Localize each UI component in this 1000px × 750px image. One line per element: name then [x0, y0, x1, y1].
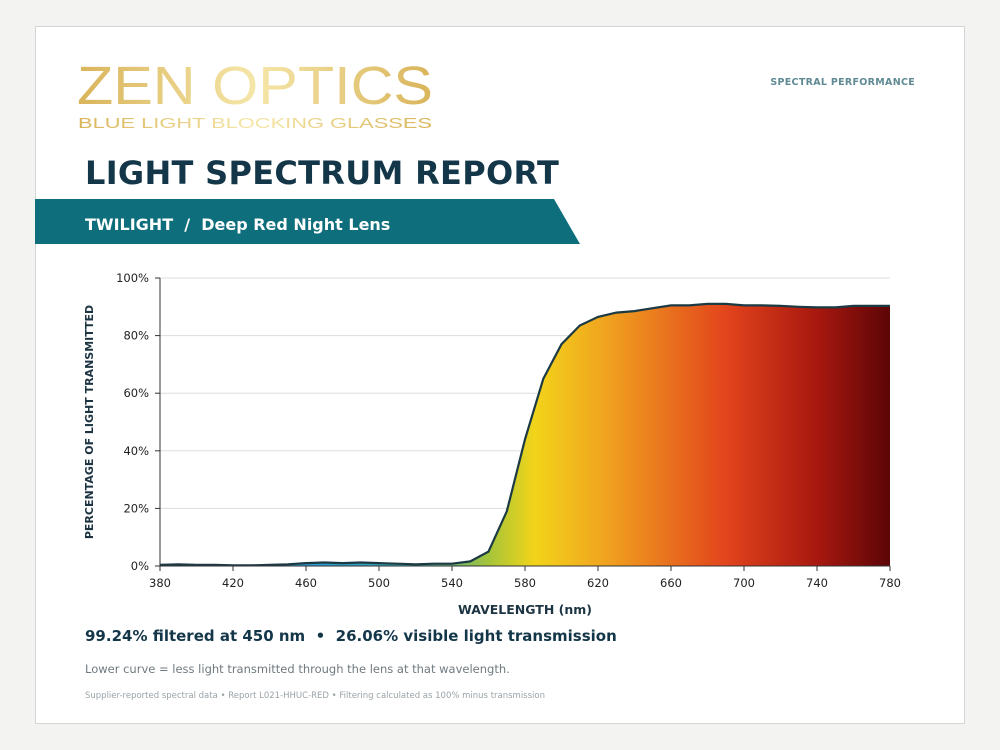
y-tick-label: 60% [123, 386, 149, 400]
x-tick-label: 620 [587, 576, 609, 590]
y-axis-ticks: 0% 20% 40% 60% 80% 100% [116, 271, 160, 573]
source-footnote: Supplier-reported spectral data • Report… [85, 691, 545, 701]
x-tick-label: 380 [149, 576, 171, 590]
y-axis-label: PERCENTAGE OF LIGHT TRANSMITTED [83, 305, 96, 539]
x-tick-label: 420 [222, 576, 244, 590]
summary-stats: 99.24% filtered at 450 nm • 26.06% visib… [85, 627, 617, 645]
spectrum-chart: 380 420 460 500 540 580 620 660 700 740 780 0% 20% 4… [83, 271, 901, 617]
x-tick-label: 740 [806, 576, 828, 590]
x-axis-label: WAVELENGTH (nm) [458, 602, 592, 617]
y-tick-label: 100% [116, 271, 149, 285]
y-tick-label: 40% [123, 444, 149, 458]
x-axis-ticks: 380 420 460 500 540 580 620 660 700 740 780 [149, 566, 901, 590]
brand-logo: ZEN OPTICS BLUE LIGHT BLOCKING GLASSES [77, 56, 433, 132]
brand-name: ZEN OPTICS [77, 56, 433, 116]
x-tick-label: 660 [660, 576, 682, 590]
x-tick-label: 540 [441, 576, 463, 590]
chart-note: Lower curve = less light transmitted thr… [85, 662, 510, 676]
y-tick-label: 0% [131, 559, 149, 573]
transmission-line [159, 302, 890, 567]
x-tick-label: 780 [879, 576, 901, 590]
y-tick-label: 20% [123, 501, 149, 515]
x-tick-label: 460 [295, 576, 317, 590]
x-tick-label: 500 [368, 576, 390, 590]
page-title: LIGHT SPECTRUM REPORT [85, 154, 560, 192]
x-tick-label: 700 [733, 576, 755, 590]
product-banner [35, 199, 580, 244]
brand-tagline: BLUE LIGHT BLOCKING GLASSES [78, 115, 432, 132]
transmission-area [160, 303, 890, 566]
x-tick-label: 580 [514, 576, 536, 590]
y-tick-label: 80% [123, 329, 149, 343]
section-label: SPECTRAL PERFORMANCE [770, 77, 915, 88]
product-name: TWILIGHT / Deep Red Night Lens [85, 215, 391, 234]
